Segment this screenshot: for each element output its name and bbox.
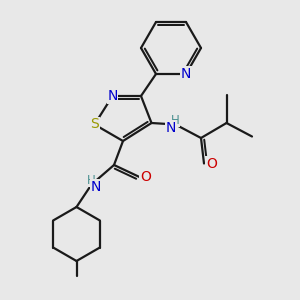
Text: N: N [181,67,191,81]
Text: N: N [166,121,176,134]
Text: S: S [90,118,99,131]
Text: H: H [171,113,180,127]
Text: H: H [87,173,96,187]
Text: O: O [206,157,217,170]
Text: N: N [91,180,101,194]
Text: O: O [140,170,151,184]
Text: N: N [107,89,118,103]
